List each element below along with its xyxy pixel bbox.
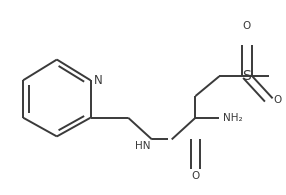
Text: S: S xyxy=(243,69,251,83)
Text: O: O xyxy=(191,171,200,181)
Text: NH₂: NH₂ xyxy=(223,113,242,123)
Text: HN: HN xyxy=(135,141,150,151)
Text: O: O xyxy=(274,95,282,105)
Text: O: O xyxy=(243,21,251,31)
Text: N: N xyxy=(94,74,103,87)
